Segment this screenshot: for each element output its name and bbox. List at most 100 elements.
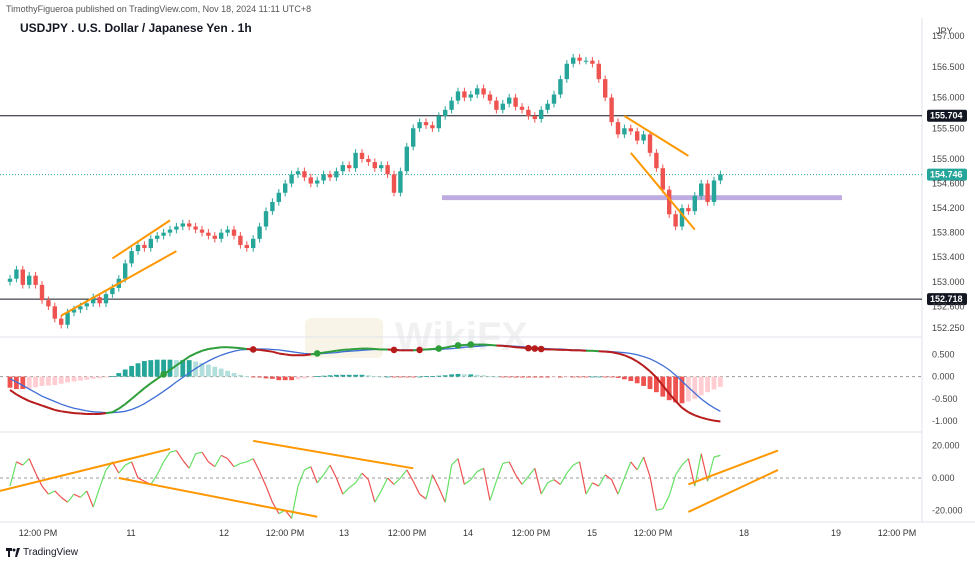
osc-line-segment — [367, 479, 376, 503]
macd-histogram-bar — [270, 376, 275, 379]
candle-body — [417, 122, 422, 129]
candle-body — [449, 100, 454, 110]
osc-line-segment — [412, 480, 421, 495]
osc-line-segment — [438, 487, 446, 503]
macd-histogram-bar — [39, 376, 45, 386]
candle-body — [551, 94, 557, 104]
macd-histogram-bar — [545, 376, 550, 378]
candle-body — [679, 208, 685, 227]
candle-body — [295, 171, 301, 175]
macd-histogram-bar — [308, 376, 314, 378]
macd-histogram-bar — [33, 376, 38, 388]
trendline — [111, 219, 171, 260]
macd-histogram-bar — [711, 376, 717, 390]
macd-histogram-bar — [442, 375, 448, 377]
osc-line-segment — [406, 469, 414, 482]
osc-line-segment — [464, 479, 472, 485]
macd-histogram-bar — [378, 376, 384, 378]
candle-body — [251, 238, 256, 249]
macd-histogram-bar — [570, 376, 576, 378]
candle-body — [302, 171, 307, 178]
macd-histogram-bar — [590, 376, 595, 378]
candle-body — [526, 109, 531, 116]
osc-line-segment — [28, 458, 37, 474]
macd-histogram-bar — [180, 360, 186, 377]
macd-line-segment — [214, 346, 222, 350]
osc-line-segment — [35, 472, 43, 487]
macd-line-segment — [611, 351, 619, 355]
macd-line-segment — [67, 411, 75, 415]
candle-body — [20, 269, 25, 285]
macd-histogram-bar — [154, 359, 160, 377]
macd-histogram-bar — [161, 359, 166, 377]
macd-line-segment — [118, 403, 126, 410]
osc-line-segment — [86, 490, 94, 508]
macd-histogram-bar — [148, 360, 154, 377]
candle-body — [270, 201, 275, 212]
macd-line-segment — [642, 365, 651, 373]
time-tick-label: 15 — [587, 528, 597, 538]
price-tick-label: 157.000 — [932, 31, 965, 41]
macd-histogram-bar — [634, 376, 640, 384]
candle-body — [660, 168, 665, 190]
candle-body — [263, 211, 269, 227]
macd-histogram-bar — [71, 376, 77, 382]
osc-line-segment — [419, 493, 427, 500]
time-tick-label: 18 — [739, 528, 749, 538]
osc-trendline — [687, 469, 779, 513]
candle-body — [97, 297, 102, 304]
price-tick-label: 153.000 — [932, 277, 965, 287]
publisher-caption: TimothyFigueroa published on TradingView… — [6, 4, 312, 14]
macd-histogram-bar — [20, 376, 26, 390]
macd-histogram-bar — [506, 376, 512, 378]
osc-line-segment — [163, 451, 171, 463]
candle-body — [340, 165, 345, 172]
macd-histogram-bar — [90, 376, 96, 379]
macd-histogram-bar — [410, 376, 416, 378]
footer: TradingView — [6, 547, 78, 558]
macd-histogram-bar — [698, 376, 704, 396]
macd-histogram-bar — [327, 375, 333, 377]
candlestick-series — [7, 53, 723, 329]
macd-line-segment — [323, 350, 331, 354]
macd-histogram-bar — [692, 376, 698, 399]
candle-body — [334, 171, 339, 178]
candle-body — [423, 122, 429, 126]
osc-line-segment — [73, 493, 81, 498]
macd-line-segment — [41, 404, 49, 409]
macd-histogram-bar — [609, 376, 614, 378]
osc-line-segment — [246, 458, 254, 463]
macd-histogram-bar — [276, 376, 282, 381]
osc-line-segment — [342, 487, 350, 495]
osc-line-segment — [489, 481, 497, 501]
time-axis: 12:00 PM 11 12 12:00 PM 13 12:00 PM 14 12:00 PM… — [19, 528, 917, 538]
macd-line-segment — [700, 416, 708, 421]
candle-body — [135, 244, 141, 252]
candle-body — [673, 214, 678, 227]
candle-body — [155, 235, 160, 239]
osc-line-segment — [527, 467, 536, 477]
macd-histogram-bar — [398, 376, 403, 378]
macd-histogram-bar — [7, 376, 13, 388]
macd-histogram-bar — [558, 376, 563, 378]
candle-body — [494, 100, 499, 110]
candle-body — [436, 115, 441, 129]
macd-histogram-bar — [26, 376, 32, 389]
candle-body — [532, 115, 537, 120]
macd-line-segment — [150, 378, 158, 385]
osc-line-segment — [656, 508, 663, 511]
candle-body — [622, 128, 627, 135]
macd-histogram-bar — [718, 376, 723, 387]
macd-cross-marker — [435, 345, 443, 352]
macd-cross-marker — [313, 350, 321, 357]
macd-histogram-bar — [78, 376, 83, 381]
time-tick-label: 12:00 PM — [512, 528, 551, 538]
osc-line-segment — [169, 449, 177, 453]
candle-body — [59, 318, 64, 325]
osc-line-segment — [265, 485, 273, 503]
macd-line-segment — [61, 410, 68, 414]
candle-body — [142, 244, 147, 249]
time-tick-label: 12:00 PM — [266, 528, 305, 538]
macd-histogram-bar — [647, 376, 653, 390]
